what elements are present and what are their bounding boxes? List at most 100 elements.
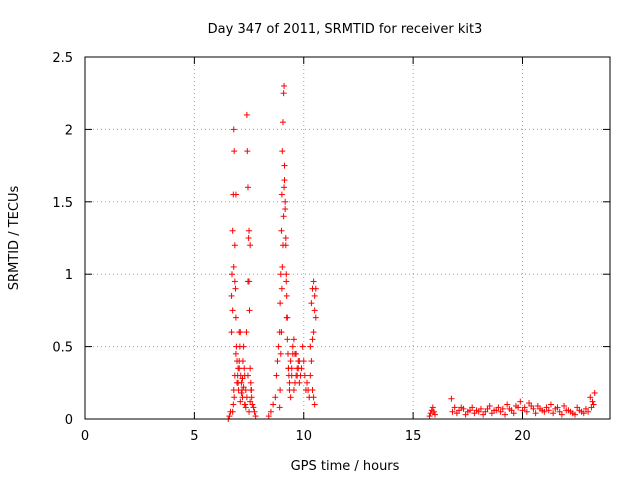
data-point xyxy=(554,404,561,411)
data-point xyxy=(243,329,250,336)
data-point xyxy=(244,184,251,191)
data-point xyxy=(275,343,282,350)
data-point xyxy=(309,387,316,394)
data-point xyxy=(240,384,247,391)
data-point xyxy=(284,314,291,321)
data-point xyxy=(517,398,524,405)
data-point xyxy=(236,329,243,336)
data-point xyxy=(228,329,235,336)
data-point xyxy=(309,336,316,343)
data-point xyxy=(243,394,250,401)
x-tick-label: 5 xyxy=(190,429,198,444)
data-point xyxy=(230,263,237,270)
data-point xyxy=(277,271,284,278)
data-points xyxy=(225,82,598,422)
data-point xyxy=(272,394,279,401)
data-point xyxy=(523,408,530,415)
data-point xyxy=(289,343,296,350)
data-point xyxy=(432,411,438,418)
data-point xyxy=(283,292,290,299)
data-point xyxy=(510,410,517,417)
data-point xyxy=(550,410,557,417)
data-point xyxy=(515,404,522,411)
data-point xyxy=(231,242,238,249)
data-point xyxy=(239,375,246,382)
data-point xyxy=(282,235,289,241)
data-point xyxy=(458,404,465,411)
data-point xyxy=(232,314,239,321)
y-axis-label: SRMTID / TECUs xyxy=(7,186,22,291)
data-point xyxy=(241,401,248,408)
data-point xyxy=(282,206,289,213)
data-point xyxy=(590,401,597,408)
data-point xyxy=(545,407,552,414)
data-point xyxy=(246,227,253,234)
data-point xyxy=(231,372,238,379)
data-point xyxy=(247,242,254,249)
data-point xyxy=(246,307,253,314)
data-point xyxy=(429,404,436,411)
data-point xyxy=(279,242,286,249)
data-point xyxy=(229,307,236,314)
data-point xyxy=(281,177,288,184)
data-point xyxy=(279,263,286,270)
data-point xyxy=(242,404,249,411)
data-point xyxy=(228,292,235,299)
data-point xyxy=(591,389,598,396)
data-point xyxy=(467,407,473,414)
data-point xyxy=(287,358,294,365)
data-point xyxy=(288,372,295,379)
data-point xyxy=(230,387,237,394)
data-point xyxy=(232,350,239,357)
data-point xyxy=(462,411,469,418)
data-point xyxy=(541,408,548,415)
data-point xyxy=(506,405,513,412)
data-point xyxy=(276,404,283,411)
data-point xyxy=(488,410,495,417)
data-point xyxy=(426,413,433,420)
data-point xyxy=(274,358,281,365)
y-tick-label: 0 xyxy=(65,413,73,428)
data-point xyxy=(246,408,253,415)
data-point xyxy=(240,343,247,350)
data-point xyxy=(267,408,274,415)
data-point xyxy=(292,379,298,386)
x-axis-label: GPS time / hours xyxy=(291,459,400,474)
data-point xyxy=(301,372,308,379)
data-point xyxy=(558,411,565,418)
grid xyxy=(85,57,610,419)
data-point xyxy=(231,278,238,285)
data-point xyxy=(280,90,287,97)
data-point xyxy=(248,387,255,394)
data-point xyxy=(282,198,289,205)
data-point xyxy=(561,402,568,409)
data-point xyxy=(286,379,293,386)
data-point xyxy=(229,227,236,234)
data-point xyxy=(304,379,311,386)
chart-title: Day 347 of 2011, SRMTID for receiver kit… xyxy=(208,22,483,37)
data-point xyxy=(284,336,291,343)
data-point xyxy=(230,401,237,408)
data-point xyxy=(484,405,491,412)
data-point xyxy=(287,394,294,401)
y-tick-label: 1.5 xyxy=(52,196,73,211)
data-point xyxy=(290,387,297,394)
data-point xyxy=(311,292,318,299)
data-point xyxy=(231,148,238,155)
data-point xyxy=(547,401,554,408)
data-point xyxy=(279,119,286,126)
y-tick-label: 1 xyxy=(65,268,73,283)
data-point xyxy=(480,411,487,418)
data-point xyxy=(504,401,511,408)
data-point xyxy=(273,372,280,379)
data-point xyxy=(283,278,290,285)
data-point xyxy=(497,408,504,415)
data-point xyxy=(235,365,242,372)
data-point xyxy=(537,405,543,412)
y-tick-label: 2 xyxy=(65,123,73,138)
data-point xyxy=(232,285,239,292)
data-point xyxy=(247,365,254,372)
data-point xyxy=(281,162,288,169)
data-point xyxy=(290,336,297,343)
